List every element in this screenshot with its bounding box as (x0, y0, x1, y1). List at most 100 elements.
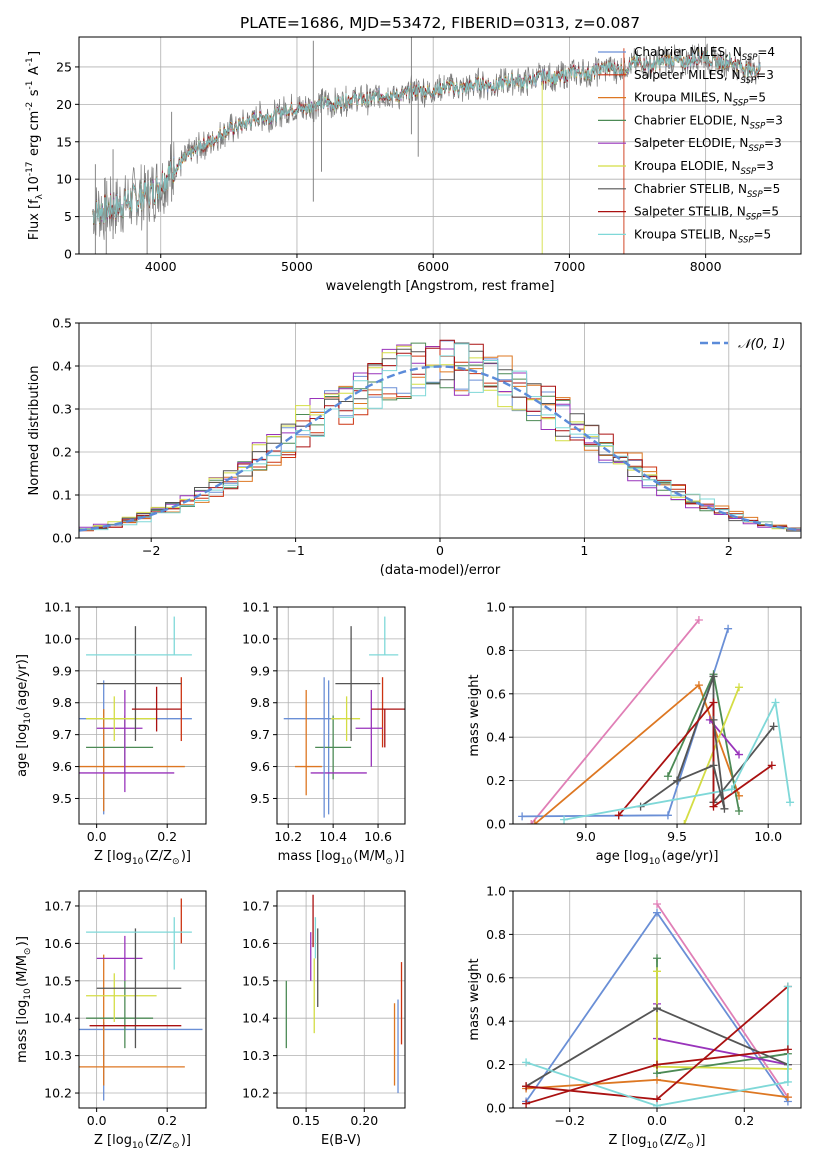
weight-line (640, 676, 775, 808)
axes-frame (276, 606, 406, 825)
weight-marker (735, 806, 744, 815)
y-tick-label: 0.2 (486, 773, 506, 788)
x-tick-label: 0.20 (350, 1113, 378, 1128)
y-axis-label: mass weight (467, 674, 482, 756)
weight-marker (771, 698, 780, 707)
y-tick-label: 9.8 (52, 695, 72, 710)
y-tick-label: 1.0 (486, 600, 506, 615)
weight-marker (735, 750, 744, 759)
weight-marker (680, 820, 689, 824)
weight-marker (783, 1077, 792, 1086)
y-tick-label: 10.5 (44, 973, 72, 988)
axes-frame (512, 606, 802, 825)
weight-marker (727, 785, 736, 794)
y-tick-label: 0.4 (486, 730, 506, 745)
plot-area (92, 37, 761, 254)
y-tick-label: 0.0 (486, 1101, 506, 1116)
x-axis-label: Z [log10 (Z/Z⊙ )] (94, 849, 191, 867)
x-axis-label: age [log10 (age/yr)] (596, 849, 719, 867)
legend-label: Kroupa STELIB, NSSP=5 (634, 227, 771, 245)
y-tick-label: 10.0 (44, 631, 72, 646)
x-axis-label: Z [log10 (Z/Z⊙ )] (94, 1133, 191, 1151)
y-tick-label: 10 (56, 172, 72, 187)
y-tick-label: 9.7 (250, 727, 270, 742)
x-axis-label: Z [log10 (Z/Z⊙ )] (609, 1133, 706, 1151)
weight-marker (653, 1004, 661, 1013)
weight-marker (735, 683, 744, 692)
weight-marker (694, 681, 703, 690)
x-tick-label: 0.2 (157, 1113, 177, 1128)
weight-marker (663, 811, 672, 820)
legend-label: Chabrier MILES, NSSP=4 (634, 45, 775, 63)
weight-marker (653, 900, 661, 909)
x-tick-label: 9.5 (667, 829, 687, 844)
plot-residuals: −2 −1 0 1 2 0.0 0.1 0.2 0.3 0.4 0.5 (data-model)/er… (27, 316, 802, 578)
weight-marker (522, 1099, 531, 1108)
plot-p_weight_z: −0.2 0.0 0.2 0.0 0.2 0.4 0.6 0.8 1.0 Z [log10 (Z/… (467, 884, 802, 1151)
y-tick-label: 9.9 (250, 663, 270, 678)
y-tick-label: 0.1 (52, 488, 72, 503)
weight-marker (522, 1082, 531, 1091)
weight-marker (694, 616, 703, 625)
weight-marker (673, 776, 682, 785)
y-tick-label: 0.2 (486, 1057, 506, 1072)
plot-area (518, 616, 795, 824)
weight-marker (783, 1045, 792, 1054)
plot-area (283, 616, 405, 818)
weight-marker (653, 954, 661, 963)
x-tick-label: 1 (580, 543, 588, 558)
weight-marker (614, 811, 623, 820)
weight-marker (527, 820, 536, 824)
weight-marker (709, 761, 718, 770)
y-tick-label: 0.6 (486, 686, 506, 701)
weight-marker (724, 624, 733, 633)
y-tick-label: 0.4 (486, 1014, 506, 1029)
plot-p_age_mass: 10.2 10.4 10.6 9.5 9.6 9.7 9.8 9.9 10.0 10.1 mass … (242, 600, 406, 867)
weight-line (656, 971, 788, 1070)
x-tick-label: 0.0 (647, 1113, 667, 1128)
y-tick-label: 10.2 (44, 1086, 72, 1101)
weight-marker (709, 698, 718, 707)
y-tick-label: 0 (64, 247, 72, 262)
weight-marker (720, 804, 729, 813)
x-tick-label: 6000 (417, 259, 449, 274)
y-tick-label: 15 (56, 134, 72, 149)
x-tick-label: 9.0 (576, 829, 596, 844)
x-tick-label: 10.4 (319, 829, 347, 844)
axes-frame (78, 890, 207, 1109)
y-axis-label: mass weight (467, 958, 482, 1040)
y-axis-label: age [log10 (age/yr)] (15, 654, 33, 777)
x-tick-label: −2 (142, 543, 160, 558)
plot-p_mass_z: 0.0 0.2 10.2 10.3 10.4 10.5 10.6 10.7 Z [log10 (… (15, 890, 207, 1151)
legend-label: Salpeter MILES, NSSP=3 (634, 68, 774, 86)
x-axis-label: E(B-V) (321, 1133, 361, 1148)
y-tick-label: 10.1 (44, 600, 72, 615)
y-tick-label: 9.5 (52, 791, 72, 806)
x-tick-label: 0.2 (734, 1113, 754, 1128)
weight-marker (663, 772, 672, 781)
y-tick-label: 10.2 (242, 1086, 270, 1101)
x-tick-label: 0.0 (87, 829, 107, 844)
weight-marker (709, 802, 718, 811)
x-axis-label: (data-model)/error (380, 563, 501, 578)
weight-marker (522, 1058, 531, 1067)
gaussian-curve (79, 365, 801, 532)
plot-p_weight_age: 9.0 9.5 10.0 0.0 0.2 0.4 0.6 0.8 1.0 age [log10 (… (467, 600, 802, 867)
y-tick-label: 10.4 (44, 1011, 72, 1026)
weight-marker (767, 761, 776, 770)
plot-p_mass_ebv: 0.15 0.20 10.2 10.3 10.4 10.5 10.6 10.7 E(B-V) (242, 890, 406, 1148)
axes-frame (78, 36, 802, 255)
data-spectrum-line (92, 43, 761, 240)
axes-frame (276, 890, 406, 1109)
x-tick-label: 7000 (554, 259, 586, 274)
y-tick-label: 0.2 (52, 445, 72, 460)
y-tick-label: 9.6 (52, 759, 72, 774)
weight-marker (653, 967, 661, 976)
x-tick-label: 2 (725, 543, 733, 558)
y-tick-label: 0.5 (52, 316, 72, 331)
weight-marker (783, 982, 792, 991)
x-axis-label: mass [log10 (M/M⊙ )] (278, 849, 405, 867)
weight-marker (709, 672, 718, 681)
y-tick-label: 0.0 (486, 817, 506, 832)
y-tick-label: 5 (64, 209, 72, 224)
